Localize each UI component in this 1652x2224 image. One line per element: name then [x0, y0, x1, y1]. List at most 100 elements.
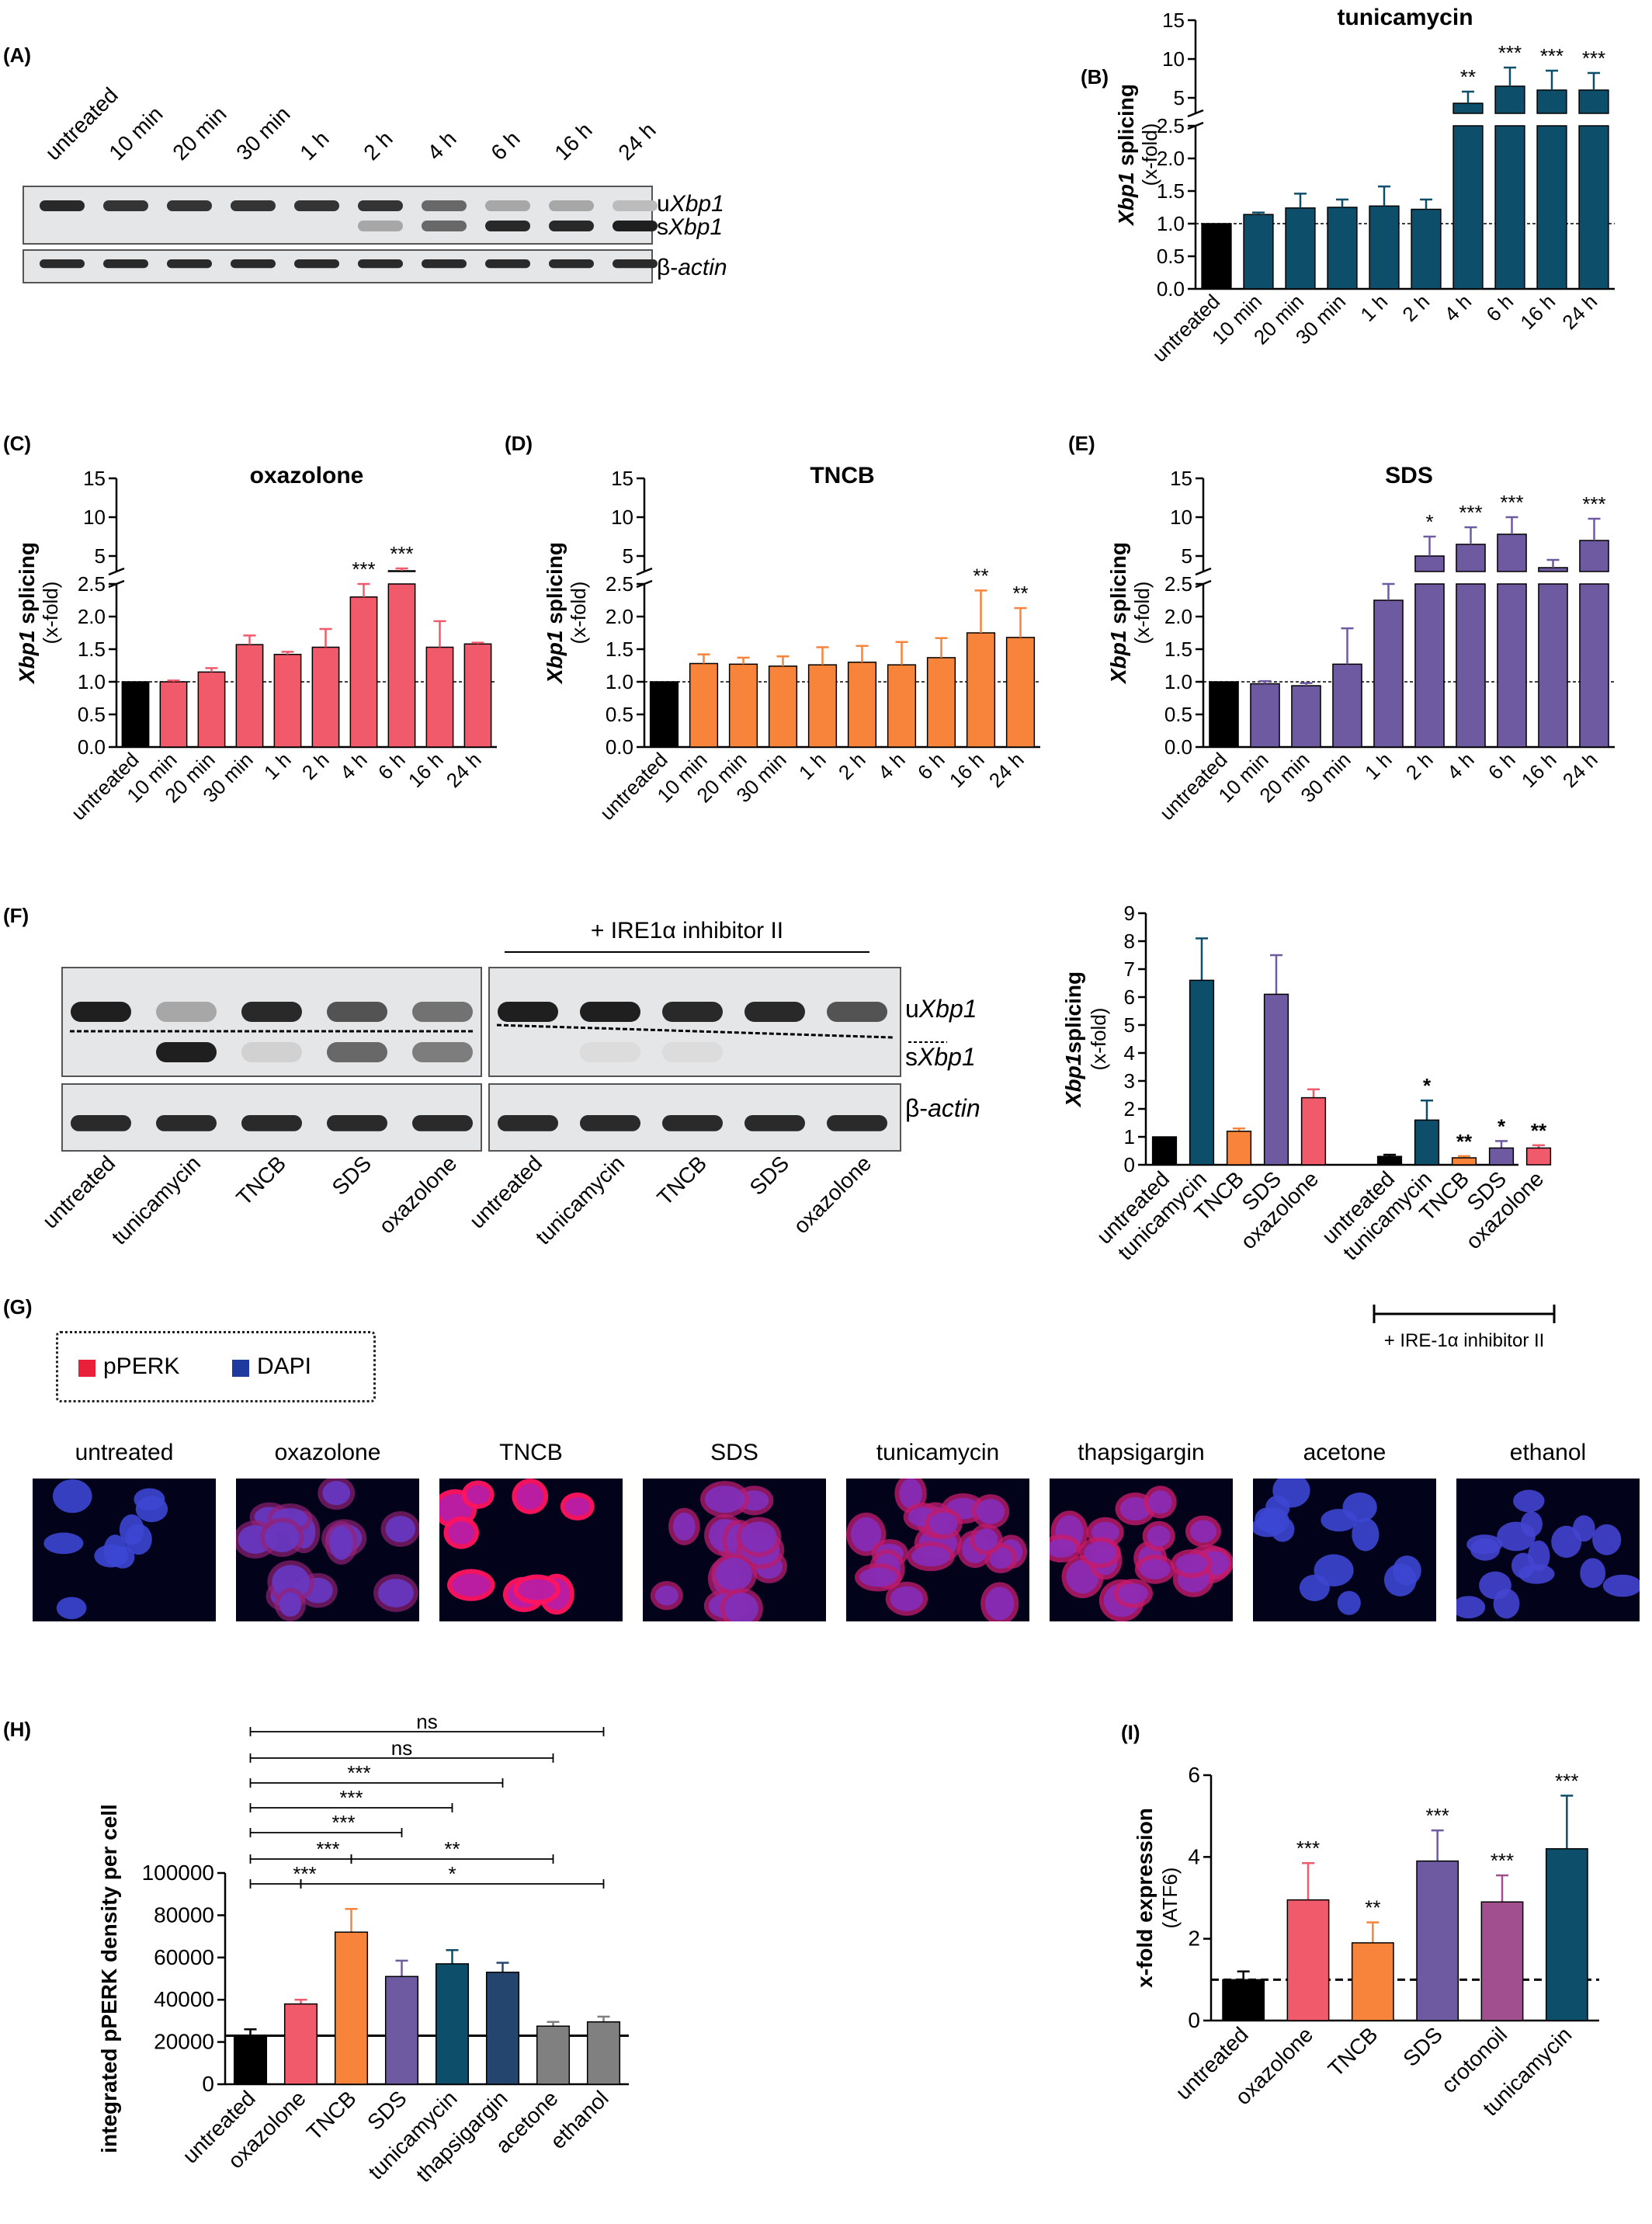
nucleus	[1493, 1588, 1520, 1619]
x-tick-label: 2 h	[834, 748, 870, 784]
micrograph-label: untreated	[75, 1440, 174, 1465]
y-tick-label: 40000	[154, 1987, 214, 2011]
x-tick-label: 24 h	[984, 748, 1029, 792]
lane-label: 2 h	[359, 127, 397, 165]
bar	[334, 1931, 369, 2085]
band-spliced	[580, 1042, 640, 1062]
x-tick-label: TNCB	[302, 2086, 361, 2145]
y-tick-label: 0.5	[78, 703, 106, 726]
nucleus	[1466, 1534, 1503, 1555]
nucleus	[716, 1558, 752, 1591]
micrograph-canvas	[1253, 1479, 1421, 1615]
pperk-dapi-legend: pPERK DAPI	[56, 1331, 376, 1402]
comparison-label: ***	[316, 1837, 339, 1861]
bar-lower-segment	[1494, 125, 1525, 290]
nucleus	[1511, 1552, 1536, 1579]
bar	[1451, 1157, 1477, 1166]
y-axis-label-gene: Xbp1	[15, 631, 39, 685]
band-actin	[294, 259, 339, 269]
y-axis-label: Xbp1 splicing	[1114, 84, 1138, 227]
inhibitor-header: + IRE1α inhibitor II	[591, 918, 783, 943]
bar	[485, 1972, 520, 2085]
lane-label: SDS	[745, 1151, 794, 1200]
significance-label: ***	[1498, 41, 1522, 64]
bar	[1480, 1901, 1524, 2021]
x-tick-label: SDS	[1398, 2022, 1447, 2071]
micrograph-canvas	[43, 1479, 168, 1620]
x-tick-label: 4 h	[1442, 748, 1479, 784]
y-tick-label: 20000	[154, 2030, 214, 2054]
band-unspliced	[827, 1002, 887, 1022]
inhibitor-bracket-label: + IRE-1α inhibitor II	[1384, 1330, 1545, 1351]
y-axis-label: Xbp1 splicing	[543, 542, 567, 685]
band-spliced	[156, 1042, 217, 1062]
bar-upper-segment	[1536, 89, 1567, 114]
lane-label: 24 h	[613, 118, 660, 165]
micrograph-TNCB	[439, 1479, 623, 1621]
panel-letter-g: (G)	[3, 1295, 33, 1319]
band-label-spliced: sXbp1	[657, 214, 723, 240]
y-axis-label-unit: (x-fold)	[1138, 123, 1161, 186]
significance-label: ***	[1555, 1769, 1578, 1792]
nucleus	[1265, 1495, 1290, 1520]
micrograph-canvas	[650, 1481, 787, 1621]
nucleus	[564, 1497, 590, 1517]
y-tick-label: 0.0	[1164, 735, 1192, 759]
y-tick-label: 7	[1124, 957, 1135, 981]
comparison-label: ***	[293, 1862, 316, 1885]
band-unspliced	[485, 200, 530, 211]
micrograph-label: thapsigargin	[1078, 1440, 1205, 1465]
micrograph-tunicamycin	[846, 1479, 1029, 1621]
nucleus	[322, 1481, 351, 1506]
panel-letter-a: (A)	[3, 43, 32, 67]
bar	[1545, 1848, 1588, 2021]
y-tick-label: 1	[1124, 1125, 1135, 1148]
micrograph-oxazolone	[236, 1479, 419, 1621]
nucleus	[1139, 1559, 1171, 1579]
panel-letter-i: (I)	[1121, 1721, 1140, 1744]
x-tick-label: 1 h	[1355, 290, 1392, 326]
y-tick-label: 5	[623, 544, 633, 568]
band-unspliced	[662, 1002, 723, 1022]
micrograph-label: SDS	[710, 1440, 758, 1465]
nucleus	[673, 1512, 696, 1541]
bar	[1332, 663, 1362, 748]
lane-label: untreated	[465, 1151, 547, 1233]
y-tick-label: 1.5	[78, 638, 106, 661]
bar	[1222, 1979, 1265, 2021]
band-label-gene: Xbp1	[668, 214, 723, 240]
band-actin	[580, 1115, 640, 1131]
band-actin	[412, 1115, 473, 1131]
panel-letter-e: (E)	[1068, 432, 1095, 455]
gel-upper-block	[23, 186, 653, 245]
bar	[435, 1963, 470, 2085]
y-tick-label: 5	[95, 544, 106, 568]
bar	[1151, 1136, 1178, 1166]
chart-d-tncb: TNCB Xbp1 splicing (x-fold) 0.0 0.5 1.0 1.5 2.0…	[543, 463, 1040, 825]
y-tick-label: 10	[1170, 506, 1192, 529]
bar	[1285, 207, 1316, 290]
x-tick-label: 24 h	[1557, 290, 1602, 334]
y-tick-label: 5	[1182, 544, 1192, 568]
band-actin	[156, 1115, 217, 1131]
y-tick-label: 2.0	[78, 605, 106, 628]
micrograph-SDS	[643, 1479, 826, 1621]
chart-e-sds: SDS Xbp1 splicing (x-fold) 0.0 0.5 1.0 1.5 2.0 2…	[1106, 463, 1615, 825]
nucleus	[1175, 1554, 1208, 1574]
bar-upper-segment	[1579, 540, 1609, 572]
x-tick-label: 16 h	[404, 748, 448, 792]
micrograph-label: acetone	[1303, 1440, 1386, 1465]
band-label-actin: β-actin	[657, 255, 727, 280]
band-unspliced	[744, 1002, 805, 1022]
band-unspliced	[327, 1002, 387, 1022]
significance-label: ***	[1296, 1837, 1320, 1860]
y-tick-label: 2.5	[606, 572, 633, 596]
band-unspliced	[422, 200, 467, 211]
axis-break-mark	[108, 567, 125, 576]
band-label-gene: Xbp1	[669, 191, 724, 217]
chart-title: TNCB	[810, 463, 874, 488]
y-tick-label: 2.5	[1164, 572, 1192, 596]
